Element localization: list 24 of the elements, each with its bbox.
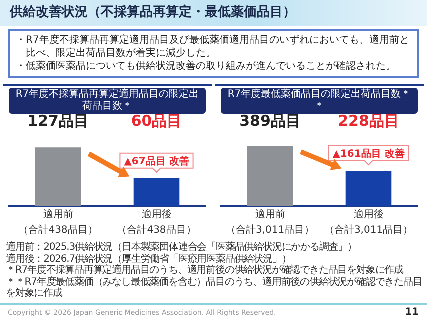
text: （合計3,011品目） <box>226 224 315 236</box>
text: 適用後：2026.7供給状況（厚生労働省「医療用医薬品供給状況」） <box>6 254 292 264</box>
text: （合計438品目） <box>117 224 196 236</box>
text: 11 <box>405 307 419 318</box>
chart-title: R7年度最低薬価品目の限定出荷品目数＊＊ <box>228 89 412 112</box>
text: ・低薬価医薬品についても供給状況改善の取り組みが進んでいることが確認された。 <box>16 60 397 73</box>
data-label: 228品目 <box>338 112 400 130</box>
x-tick-label: 適用前 <box>255 208 286 221</box>
text: 適用前：2025.3供給状況（日本製薬団体連合会「医薬品供給状況にかかる調査」） <box>6 242 358 254</box>
annotation: ▲161品目 改善 <box>332 148 405 160</box>
text: ＊R7年度不採算品再算定適用品目のうち、適用前後の供給状況が確認できた品目を対象に作成 <box>6 265 405 276</box>
data-label: 389品目 <box>240 112 301 130</box>
annotation: ▲67品目 改善 <box>124 155 190 168</box>
chart-title: R7年度不採算品再算定適用品目の限定出荷品目数＊ <box>9 88 206 114</box>
text: （合計438品目） <box>18 224 98 236</box>
data-label: 127品目 <box>28 112 89 130</box>
text: 供給改善状況（不採算品再算定・最低薬価品目） <box>0 0 427 26</box>
text: ＊＊R7年度最低薬価（みなし最低薬価を含む）品目のうち、適用前後の供給状況が確認できた品目を対象に作成 <box>6 276 424 300</box>
text: ・R7年度不採算品再算定適用品目及び最低薬価適用品目のいずれにおいても、適用前と比べ、限定出荷品目数が着実に減少した。 <box>16 34 410 60</box>
x-tick-label: 適用前 <box>43 208 74 221</box>
data-label: 60品目 <box>131 112 182 130</box>
x-tick-label: 適用後 <box>142 208 172 221</box>
x-tick-label: 適用後 <box>354 208 384 221</box>
text: （合計3,011品目） <box>324 224 414 236</box>
